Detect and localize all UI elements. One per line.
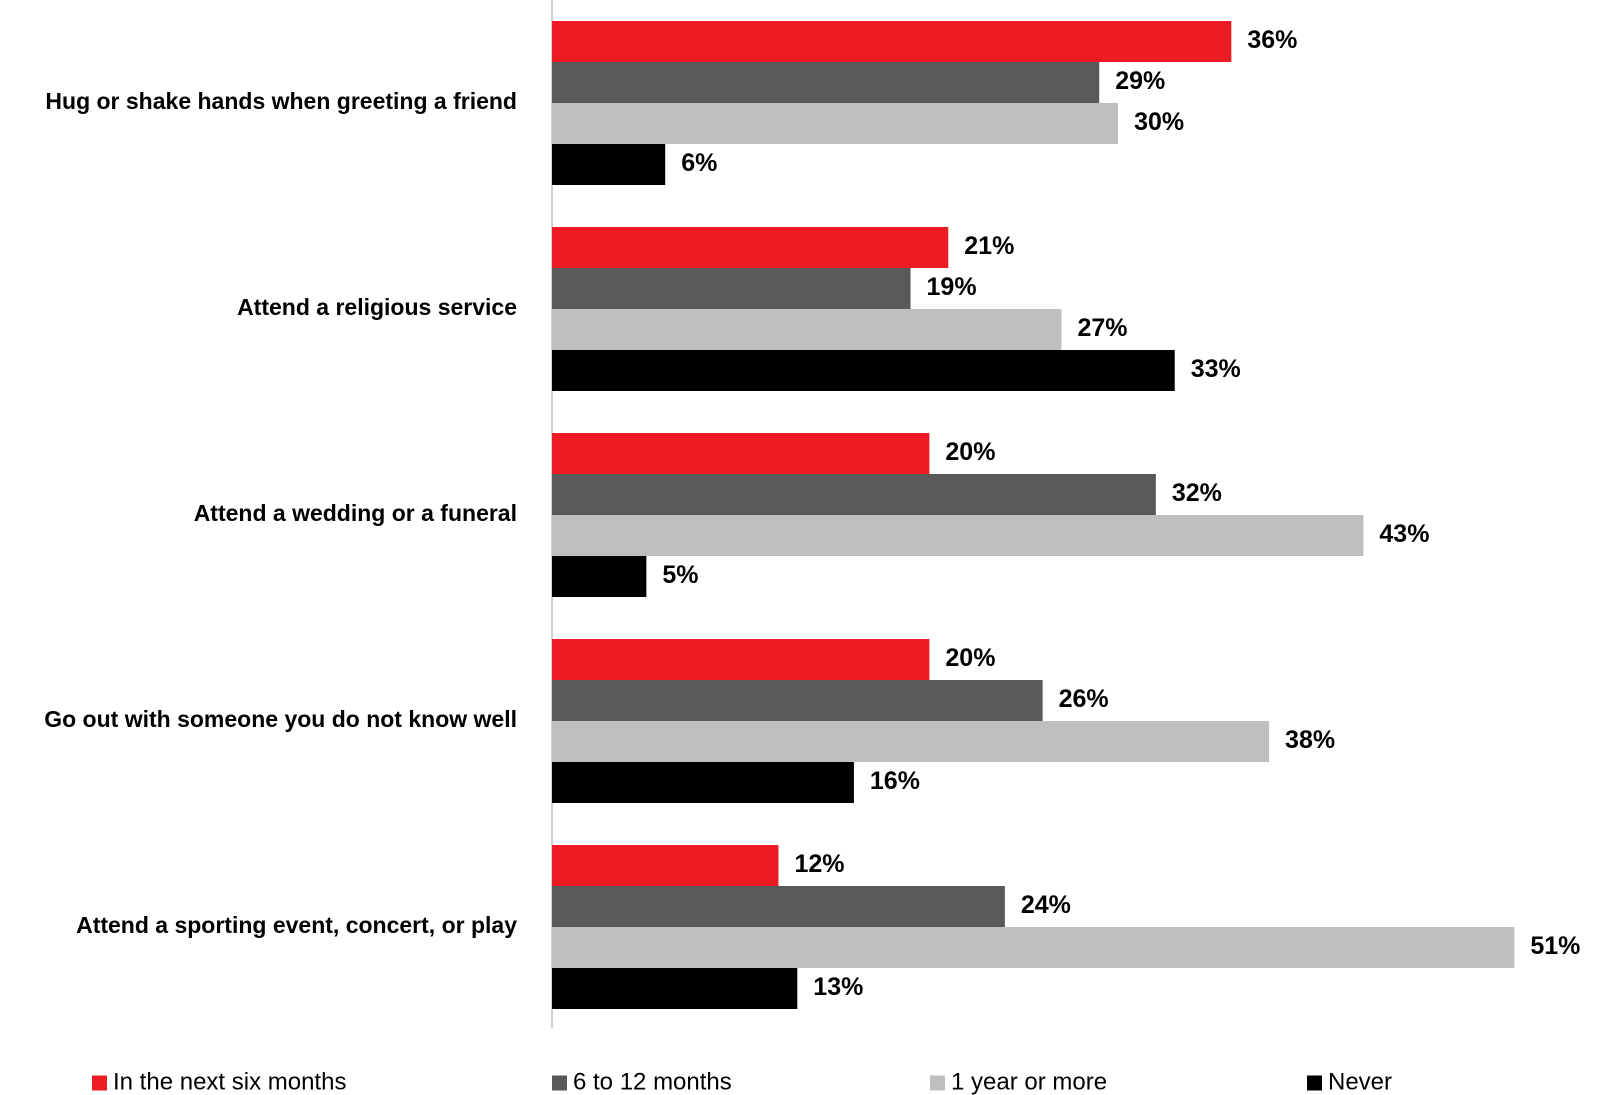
legend-swatch-never [1307,1075,1322,1091]
category-label-attend-a-religious-service: Attend a religious service [237,294,517,320]
data-label-6-to-12-months-1: 29% [1115,67,1165,95]
data-label-in-the-next-six-months-5: 12% [794,850,844,878]
category-label-attend-a-wedding-or-a-funeral: Attend a wedding or a funeral [194,500,517,526]
data-label-in-the-next-six-months-1: 36% [1247,26,1297,54]
legend-label-never: Never [1328,1068,1392,1095]
data-label-1-year-or-more-1: 30% [1134,108,1184,136]
bar-1-year-or-more-5 [552,927,1515,968]
data-label-1-year-or-more-5: 51% [1530,932,1580,960]
data-label-in-the-next-six-months-3: 20% [945,438,995,466]
bar-never-2 [552,350,1175,391]
legend-label-6-to-12-months: 6 to 12 months [573,1068,732,1095]
bar-never-5 [552,968,798,1009]
legend-swatch-6-to-12-months [552,1075,567,1091]
bar-in-the-next-six-months-4 [552,639,930,680]
labels-layer: 36% 29% 30% 6% 21% 19% 27% 33% 20% 32% 43% 5% 20% 26%… [662,26,1580,1001]
bar-6-to-12-months-4 [552,680,1043,721]
bar-6-to-12-months-5 [552,886,1005,927]
bar-1-year-or-more-3 [552,515,1364,556]
bar-1-year-or-more-4 [552,721,1270,762]
bar-in-the-next-six-months-1 [552,21,1232,62]
data-label-6-to-12-months-3: 32% [1172,479,1222,507]
bar-6-to-12-months-3 [552,474,1156,515]
data-label-1-year-or-more-4: 38% [1285,726,1335,754]
bar-in-the-next-six-months-3 [552,433,930,474]
bars-layer [552,21,1515,1009]
data-label-never-4: 16% [870,767,920,795]
bar-never-4 [552,762,854,803]
data-label-in-the-next-six-months-4: 20% [945,644,995,672]
legend-swatch-1-year-or-more [930,1075,945,1091]
data-label-6-to-12-months-5: 24% [1021,891,1071,919]
bar-in-the-next-six-months-2 [552,227,949,268]
data-label-1-year-or-more-2: 27% [1077,314,1127,342]
data-label-in-the-next-six-months-2: 21% [964,232,1014,260]
category-label-go-out-with-someone-you-do-not-know-well: Go out with someone you do not know well [44,706,517,732]
data-label-never-1: 6% [681,149,717,177]
legend-swatch-in-the-next-six-months [92,1075,107,1091]
bar-1-year-or-more-2 [552,309,1062,350]
data-label-never-3: 5% [662,561,698,589]
legend-label-1-year-or-more: 1 year or more [951,1068,1107,1095]
data-label-never-2: 33% [1191,355,1241,383]
bar-6-to-12-months-1 [552,62,1100,103]
data-label-1-year-or-more-3: 43% [1379,520,1429,548]
legend: In the next six months 6 to 12 months 1 ye… [92,1068,1392,1095]
bar-in-the-next-six-months-5 [552,845,779,886]
bar-1-year-or-more-1 [552,103,1119,144]
category-label-hug-or-shake-hands-when-greeting-a-friend: Hug or shake hands when greeting a frien… [45,88,517,114]
data-label-6-to-12-months-2: 19% [927,273,977,301]
data-label-never-5: 13% [813,973,863,1001]
category-labels: Hug or shake hands when greeting a frien… [44,88,517,938]
bar-6-to-12-months-2 [552,268,911,309]
bar-never-1 [552,144,666,185]
bar-never-3 [552,556,647,597]
legend-label-in-the-next-six-months: In the next six months [113,1068,346,1095]
data-label-6-to-12-months-4: 26% [1059,685,1109,713]
category-label-attend-a-sporting-event-concert-or-play: Attend a sporting event, concert, or pla… [76,912,517,938]
